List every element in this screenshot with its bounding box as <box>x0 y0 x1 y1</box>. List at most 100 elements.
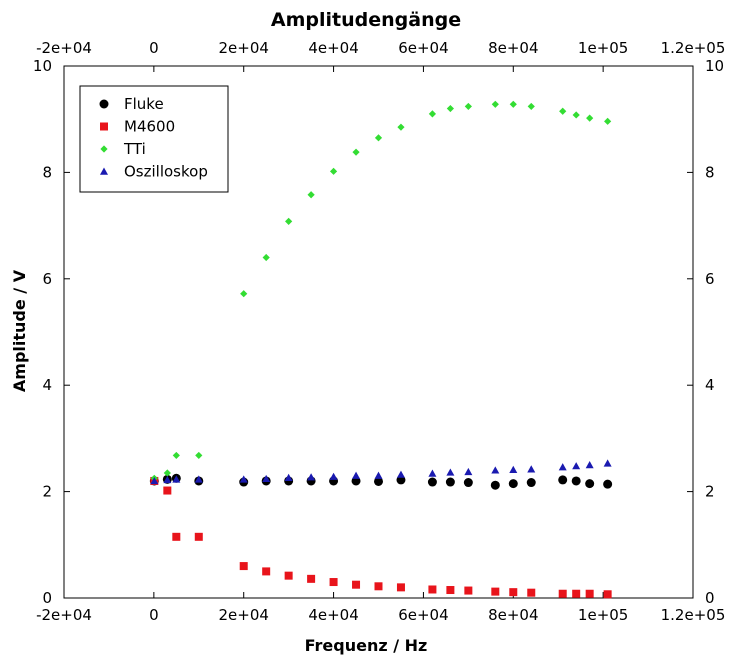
data-point <box>603 459 612 467</box>
data-point <box>491 587 500 596</box>
x-tick-label-bottom: 1e+05 <box>578 606 628 624</box>
data-point <box>585 589 594 598</box>
data-point <box>329 578 338 587</box>
series-tti <box>150 100 612 482</box>
legend-marker <box>100 122 108 131</box>
data-point <box>239 562 248 571</box>
y-tick-label-left: 2 <box>42 483 52 501</box>
data-point <box>163 475 172 484</box>
legend: Fluke M4600 TTi Oszilloskop <box>79 85 229 193</box>
data-point <box>396 470 405 478</box>
legend-label: M4600 <box>124 118 175 136</box>
data-point <box>572 462 581 470</box>
data-point <box>585 461 594 469</box>
data-point <box>508 479 518 489</box>
data-point <box>240 290 248 298</box>
legend-label: Fluke <box>124 95 164 113</box>
legend-marker <box>100 167 108 175</box>
data-point <box>604 117 612 125</box>
data-point <box>262 567 271 576</box>
series-oszilloskop <box>150 459 612 485</box>
data-point <box>262 474 271 483</box>
data-point <box>558 589 567 598</box>
x-tick-label-bottom: 6e+04 <box>398 606 448 624</box>
data-point <box>374 582 383 591</box>
y-tick-label-left: 0 <box>42 589 52 607</box>
legend-marker <box>100 145 108 153</box>
data-point <box>572 589 581 598</box>
data-point <box>509 588 518 597</box>
chart-title: Amplitudengänge <box>271 9 461 31</box>
data-point <box>464 467 473 476</box>
x-tick-label-top: 4e+04 <box>308 39 358 57</box>
data-point <box>463 478 473 488</box>
y-tick-label-right: 0 <box>705 589 715 607</box>
data-point <box>163 486 172 495</box>
series-m4600 <box>150 476 612 599</box>
data-point <box>509 100 517 108</box>
data-point <box>527 588 536 597</box>
data-point <box>352 580 361 589</box>
x-tick-label-top: 0 <box>149 39 159 57</box>
y-tick-label-left: 10 <box>33 57 52 75</box>
data-point <box>262 253 270 262</box>
data-point <box>464 586 473 595</box>
y-tick-label-left: 6 <box>42 270 52 288</box>
data-point <box>307 473 316 481</box>
data-point <box>285 217 293 225</box>
x-tick-label-top: 1e+05 <box>578 39 628 57</box>
data-point <box>509 465 518 473</box>
data-point <box>603 479 613 489</box>
x-tick-label-bottom: -2e+04 <box>36 606 92 624</box>
y-tick-label-left: 4 <box>42 376 52 394</box>
data-series <box>149 100 613 599</box>
data-point <box>428 110 437 118</box>
data-point <box>571 476 581 486</box>
y-tick-label-left: 8 <box>42 163 52 181</box>
data-point <box>526 478 536 488</box>
data-point <box>172 532 181 541</box>
data-point <box>558 463 567 471</box>
x-tick-label-bottom: 4e+04 <box>308 606 358 624</box>
data-point <box>464 102 472 111</box>
legend-label: TTi <box>123 140 146 158</box>
data-point <box>194 532 203 541</box>
data-point <box>172 451 180 460</box>
data-point <box>163 469 171 477</box>
y-tick-label-right: 2 <box>705 483 715 501</box>
data-point <box>446 468 455 476</box>
data-point <box>374 471 383 479</box>
y-tick-label-right: 6 <box>705 270 715 288</box>
data-point <box>329 167 338 175</box>
legend-label: Oszilloskop <box>124 163 208 181</box>
axis-tick-labels: -2e+04-2e+04002e+042e+044e+044e+046e+046… <box>33 39 725 624</box>
data-point <box>586 114 594 122</box>
data-point <box>558 475 568 485</box>
data-point <box>559 107 567 115</box>
data-point <box>172 475 181 483</box>
data-point <box>284 571 293 580</box>
data-point <box>491 100 499 108</box>
x-tick-label-bottom: 8e+04 <box>488 606 538 624</box>
data-point <box>572 111 580 119</box>
data-point <box>446 586 455 595</box>
data-point <box>194 475 203 483</box>
x-tick-label-top: 8e+04 <box>488 39 538 57</box>
data-point <box>445 477 455 487</box>
x-tick-label-top: 6e+04 <box>398 39 448 57</box>
legend-marker <box>99 99 109 109</box>
data-point <box>374 134 383 142</box>
data-point <box>527 102 535 111</box>
data-point <box>239 475 248 483</box>
data-point <box>284 473 293 481</box>
data-point <box>585 479 595 489</box>
data-point <box>352 148 360 156</box>
data-point <box>527 465 536 473</box>
x-tick-label-bottom: 0 <box>149 606 159 624</box>
data-point <box>195 451 203 460</box>
plot-frame <box>63 65 694 599</box>
x-axis-title: Frequenz / Hz <box>305 636 428 655</box>
data-point <box>374 476 383 486</box>
data-point <box>307 574 316 583</box>
